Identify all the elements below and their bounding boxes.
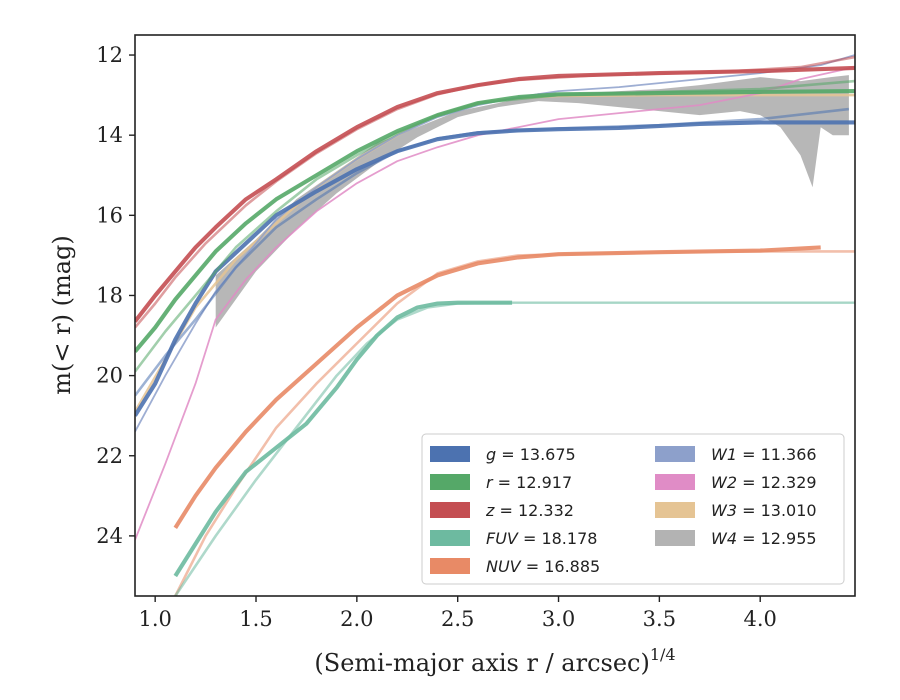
series-fuv-data-line (173, 300, 513, 578)
legend-label: z = 12.332 (485, 501, 574, 520)
y-tick-label: 22 (96, 444, 123, 468)
legend-entry-nuv: NUV = 16.885 (430, 557, 600, 576)
ticks-layer: 1.0 1.5 2.0 2.5 3.0 3.5 4.0 12 14 16 18 20 22 24 (96, 43, 777, 631)
legend-swatch (655, 474, 695, 490)
legend-label: NUV = 16.885 (486, 557, 600, 576)
x-tick-label: 1.0 (138, 607, 171, 631)
legend-entry-w2: W2 = 12.329 (655, 473, 817, 492)
series-nuv-data-line (173, 245, 821, 529)
legend: g = 13.675 r = 12.917 z = 12.332 FUV = 18.1… (421, 433, 845, 585)
x-tick-label: 4.0 (744, 607, 777, 631)
legend-swatch (655, 530, 695, 546)
legend-swatch (430, 530, 470, 546)
legend-entry-w4: W4 = 12.955 (655, 529, 817, 548)
legend-entry-z: z = 12.332 (430, 501, 574, 520)
y-tick-label: 16 (96, 203, 123, 227)
plot-frame (134, 34, 856, 597)
legend-swatch (655, 502, 695, 518)
series-g (135, 107, 855, 417)
x-axis-label: (Semi-major axis r / arcsec)1/4 (314, 645, 675, 677)
x-tick-label: 2.0 (340, 607, 373, 631)
x-tick-label: 3.0 (542, 607, 575, 631)
series-z-data-line (135, 65, 855, 323)
legend-box (421, 433, 845, 585)
legend-label: g = 13.675 (486, 445, 576, 464)
x-axis-label-exponent: 1/4 (650, 645, 676, 664)
x-tick-label: 2.5 (441, 607, 474, 631)
series-w2-line (135, 66, 855, 541)
series-w2 (135, 66, 855, 541)
series-fuv-model-line (174, 301, 513, 596)
legend-label: W1 = 11.366 (711, 445, 817, 464)
y-tick-label: 12 (96, 43, 123, 67)
x-tick-label: 1.5 (239, 607, 272, 631)
legend-entry-g: g = 13.675 (430, 445, 576, 464)
series-r (135, 79, 855, 373)
series-z (135, 55, 855, 329)
legend-label: W3 = 13.010 (711, 501, 817, 520)
legend-entry-w1: W1 = 11.366 (655, 445, 817, 464)
x-axis-label-main: (Semi-major axis r / arcsec) (314, 649, 649, 677)
legend-entry-fuv: FUV = 18.178 (430, 529, 597, 548)
legend-swatch (430, 474, 470, 490)
series-w4-band (215, 75, 849, 328)
legend-entry-w3: W3 = 13.010 (655, 501, 817, 520)
legend-label: W2 = 12.329 (711, 473, 817, 492)
series-r-data-line (135, 89, 855, 353)
series-fuv (173, 300, 855, 596)
legend-entry-r: r = 12.917 (430, 473, 572, 492)
series-g-data-line (135, 120, 855, 417)
legend-swatch (655, 446, 695, 462)
y-tick-label: 18 (96, 283, 123, 307)
y-tick-label: 20 (96, 364, 123, 388)
series-layer (135, 54, 855, 596)
legend-swatch (430, 558, 470, 574)
legend-swatch (430, 502, 470, 518)
legend-swatch (430, 446, 470, 462)
legend-label: r = 12.917 (486, 473, 572, 492)
series-w4 (215, 75, 849, 328)
legend-label: W4 = 12.955 (711, 529, 817, 548)
legend-label: FUV = 18.178 (486, 529, 597, 548)
y-tick-label: 14 (96, 123, 123, 147)
y-axis-label: m(< r) (mag) (48, 235, 76, 394)
x-tick-label: 3.5 (643, 607, 676, 631)
y-tick-label: 24 (96, 524, 123, 548)
